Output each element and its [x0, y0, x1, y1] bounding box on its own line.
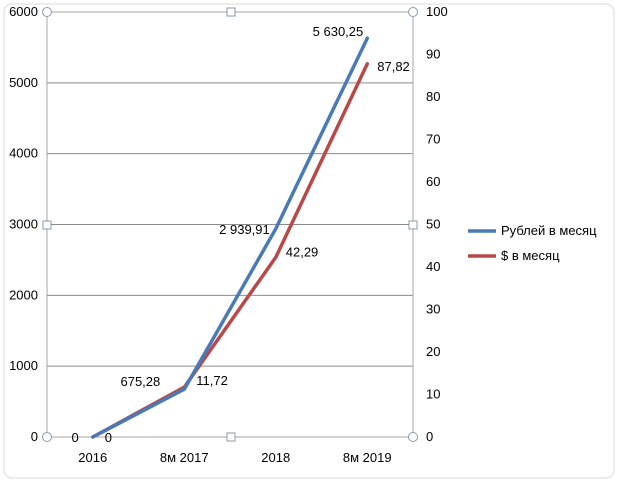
resize-handle-top[interactable]	[226, 7, 236, 17]
left-axis-ticks: 0 1000 2000 3000 4000 5000 6000	[9, 4, 38, 444]
right-axis-tick-label: 100	[426, 4, 448, 19]
right-axis-tick-label: 0	[426, 429, 433, 444]
x-axis-tick-label: 2018	[261, 450, 290, 465]
left-axis-tick-label: 6000	[9, 4, 38, 19]
series-line-rub[interactable]	[91, 36, 370, 439]
right-axis-ticks: 0 10 20 30 40 50 60 70 80 90 100	[426, 4, 448, 444]
resize-handle-top-left[interactable]	[42, 7, 52, 17]
left-axis-tick-label: 0	[31, 429, 38, 444]
legend-label-rub: Рублей в месяц	[501, 223, 597, 238]
legend-label-usd: $ в месяц	[501, 248, 560, 263]
data-label-usd: 11,72	[196, 373, 228, 388]
right-axis-tick-label: 40	[426, 259, 440, 274]
series-lines	[91, 36, 370, 439]
right-axis-tick-label: 80	[426, 89, 440, 104]
right-axis-tick-label: 30	[426, 302, 440, 317]
data-label-usd: 42,29	[286, 244, 319, 259]
left-axis-tick-label: 5000	[9, 75, 38, 90]
resize-handle-right[interactable]	[408, 220, 418, 230]
right-axis-tick-label: 20	[426, 344, 440, 359]
left-axis-tick-label: 4000	[9, 146, 38, 161]
x-axis-tick-label: 2016	[78, 450, 107, 465]
x-axis-tick-label: 8м 2017	[160, 450, 209, 465]
data-label-rub: 5 630,25	[313, 24, 364, 39]
x-axis-tick-label: 8м 2019	[343, 450, 392, 465]
right-axis-tick-label: 10	[426, 387, 440, 402]
legend[interactable]: Рублей в месяц $ в месяц	[468, 223, 597, 263]
resize-handle-left[interactable]	[42, 220, 52, 230]
right-axis-tick-label: 60	[426, 174, 440, 189]
gridlines	[47, 82, 413, 367]
data-label-rub: 675,28	[120, 374, 160, 389]
selection-handles[interactable]	[42, 7, 418, 442]
x-axis-ticks: 2016 8м 2017 2018 8м 2019	[78, 450, 391, 465]
data-labels: 0 675,28 2 939,91 5 630,25 0 11,72 42,29 87,82	[72, 24, 410, 445]
resize-handle-top-right[interactable]	[408, 7, 418, 17]
chart-area-border	[3, 3, 615, 479]
data-label-usd: 87,82	[377, 59, 410, 74]
right-axis-tick-label: 90	[426, 47, 440, 62]
left-axis-tick-label: 2000	[9, 287, 38, 302]
resize-handle-bottom-left[interactable]	[42, 432, 52, 442]
resize-handle-bottom[interactable]	[226, 432, 236, 442]
resize-handle-bottom-right[interactable]	[408, 432, 418, 442]
left-axis-tick-label: 3000	[9, 217, 38, 232]
left-axis-tick-label: 1000	[9, 358, 38, 373]
data-label-rub: 2 939,91	[219, 222, 270, 237]
right-axis-tick-label: 70	[426, 132, 440, 147]
data-label-usd: 0	[105, 430, 112, 445]
data-label-rub: 0	[72, 430, 79, 445]
right-axis-tick-label: 50	[426, 217, 440, 232]
